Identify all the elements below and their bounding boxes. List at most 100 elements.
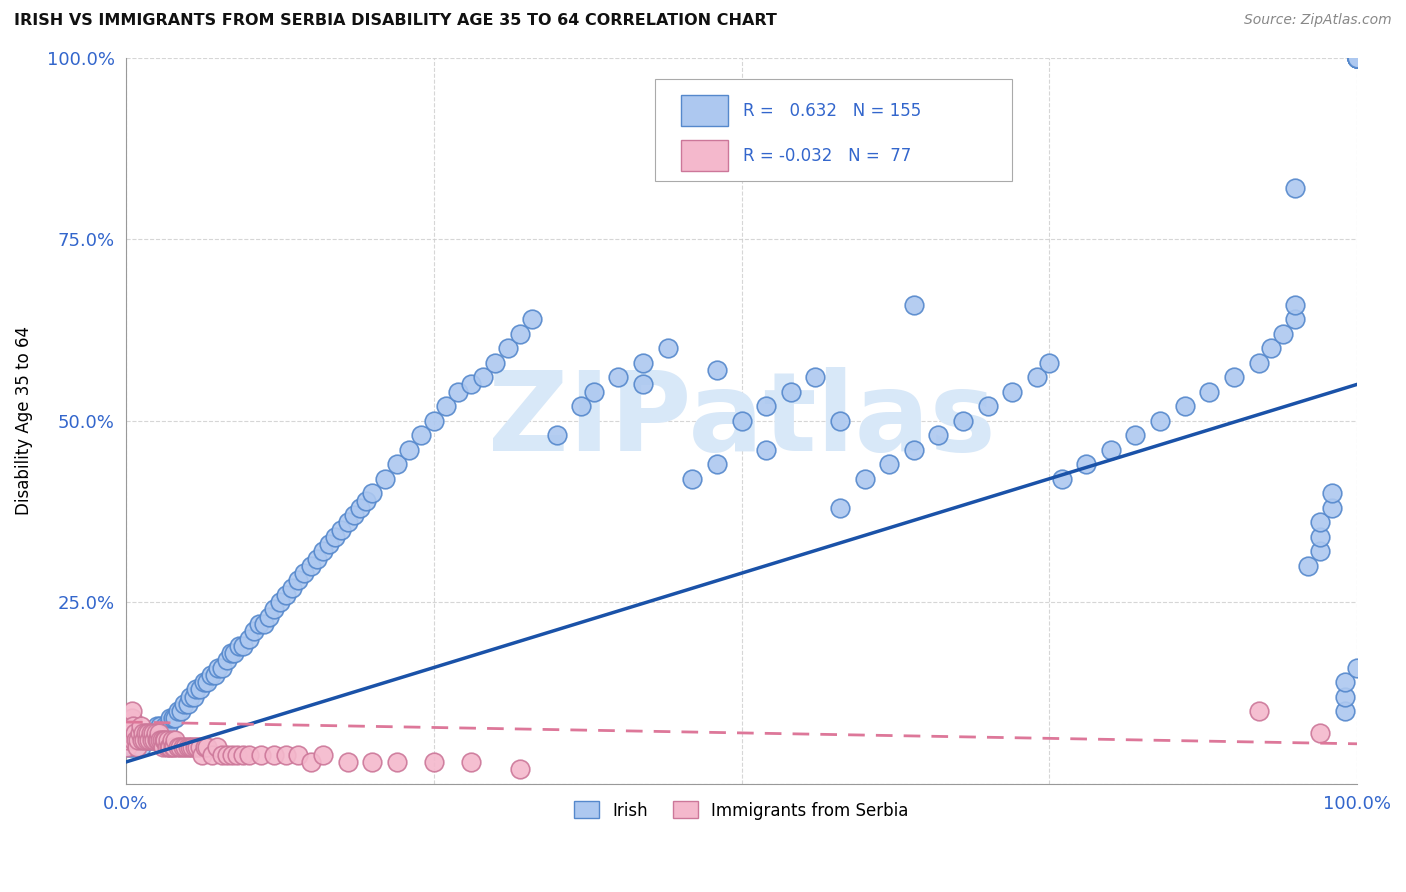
Point — [1346, 51, 1368, 65]
Point — [117, 733, 139, 747]
Point — [1333, 704, 1355, 718]
Point — [1149, 414, 1171, 428]
Legend: Irish, Immigrants from Serbia: Irish, Immigrants from Serbia — [568, 795, 915, 826]
Point — [195, 675, 218, 690]
Point — [1346, 51, 1368, 65]
Point — [162, 740, 184, 755]
Point — [1322, 486, 1344, 500]
Point — [125, 740, 148, 755]
Point — [127, 733, 149, 747]
Point — [188, 740, 211, 755]
Point — [1309, 544, 1331, 558]
Point — [232, 747, 254, 762]
Point — [343, 508, 366, 522]
Point — [159, 740, 181, 755]
Point — [349, 500, 371, 515]
Point — [157, 740, 180, 755]
Point — [1296, 558, 1319, 573]
Point — [136, 726, 159, 740]
Point — [1076, 457, 1098, 471]
Point — [422, 414, 444, 428]
Point — [145, 726, 167, 740]
Point — [221, 747, 243, 762]
Point — [165, 733, 187, 747]
Point — [155, 719, 177, 733]
Point — [188, 682, 211, 697]
Point — [607, 370, 630, 384]
Point — [159, 711, 181, 725]
Point — [142, 726, 165, 740]
Text: R = -0.032   N =  77: R = -0.032 N = 77 — [742, 146, 911, 165]
Point — [172, 740, 194, 755]
Point — [398, 442, 420, 457]
Point — [118, 733, 141, 747]
Point — [828, 500, 851, 515]
Point — [132, 726, 155, 740]
Point — [1346, 51, 1368, 65]
Point — [828, 414, 851, 428]
Point — [294, 566, 316, 581]
Point — [176, 740, 198, 755]
Point — [1284, 297, 1306, 311]
Point — [124, 726, 146, 740]
Point — [170, 704, 193, 718]
Point — [224, 646, 246, 660]
Point — [305, 551, 328, 566]
Point — [422, 755, 444, 769]
Point — [232, 639, 254, 653]
Point — [238, 632, 260, 646]
Point — [146, 733, 169, 747]
Point — [323, 530, 346, 544]
Point — [287, 747, 309, 762]
Point — [122, 740, 145, 755]
Point — [1038, 356, 1060, 370]
Point — [166, 704, 188, 718]
Point — [853, 472, 876, 486]
Point — [225, 747, 247, 762]
Point — [138, 733, 160, 747]
Point — [136, 726, 159, 740]
Point — [447, 384, 470, 399]
Point — [129, 740, 152, 755]
FancyBboxPatch shape — [681, 140, 728, 171]
Point — [927, 428, 949, 442]
Point — [176, 697, 198, 711]
Point — [155, 733, 177, 747]
Point — [253, 617, 276, 632]
Point — [148, 726, 170, 740]
Point — [1322, 500, 1344, 515]
Point — [509, 326, 531, 341]
Point — [1309, 516, 1331, 530]
Point — [134, 733, 156, 747]
Point — [124, 733, 146, 747]
Text: ZIPatlas: ZIPatlas — [488, 368, 995, 475]
Point — [460, 755, 482, 769]
Point — [191, 747, 214, 762]
Point — [779, 384, 801, 399]
Point — [1346, 51, 1368, 65]
Point — [730, 414, 752, 428]
Point — [952, 414, 974, 428]
Point — [115, 740, 138, 755]
Point — [411, 428, 433, 442]
Point — [681, 472, 703, 486]
Point — [1026, 370, 1049, 384]
Point — [318, 537, 340, 551]
Point — [135, 726, 157, 740]
Point — [274, 747, 297, 762]
Point — [582, 384, 605, 399]
Point — [122, 733, 145, 747]
FancyBboxPatch shape — [655, 79, 1012, 181]
Point — [160, 733, 183, 747]
Point — [193, 675, 215, 690]
Point — [204, 668, 226, 682]
Point — [336, 755, 359, 769]
Point — [1333, 690, 1355, 704]
Point — [1198, 384, 1220, 399]
Point — [122, 719, 145, 733]
Point — [156, 733, 179, 747]
Point — [211, 660, 233, 674]
Point — [201, 747, 224, 762]
Point — [1260, 341, 1282, 355]
Point — [354, 493, 377, 508]
